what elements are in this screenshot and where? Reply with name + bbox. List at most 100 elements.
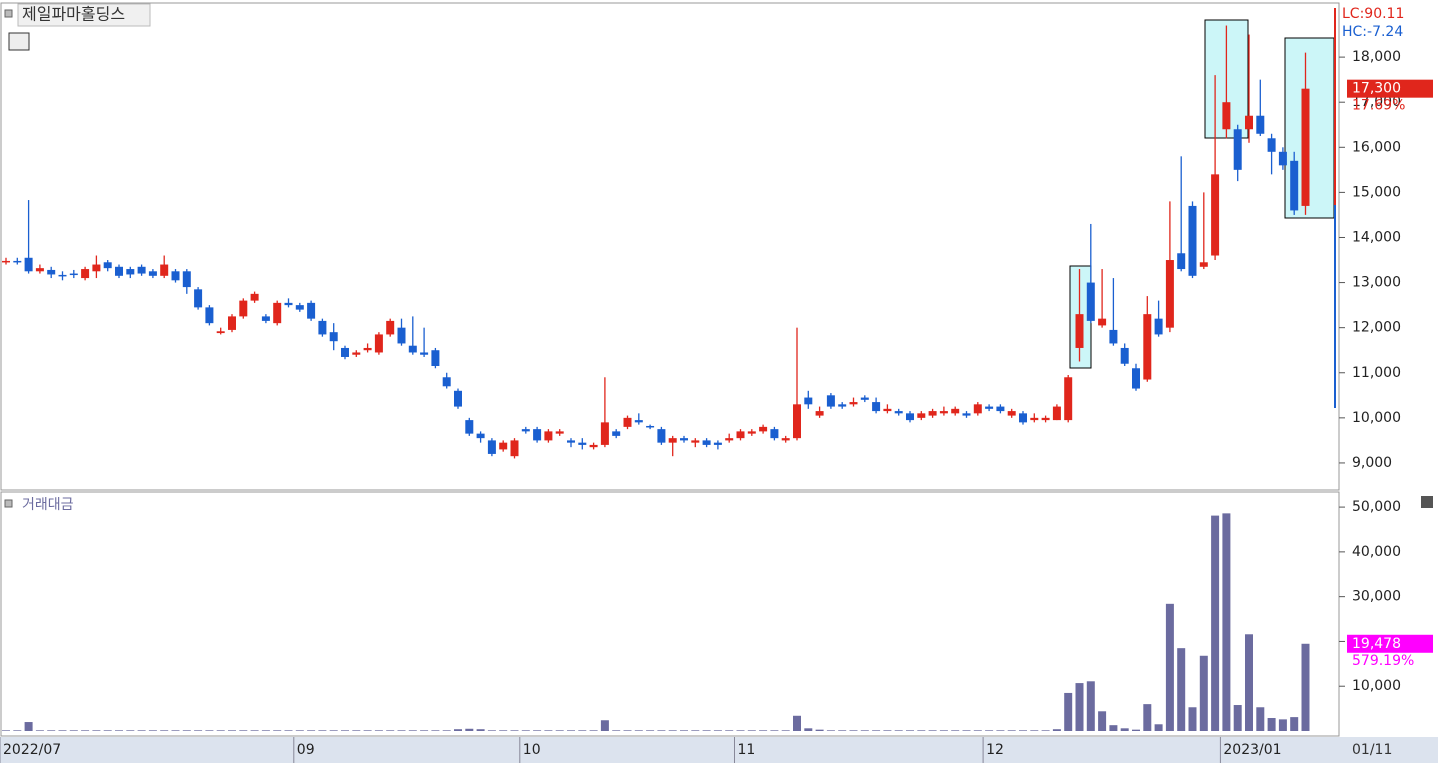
candle-body: [1301, 88, 1310, 206]
candle-body: [228, 316, 236, 330]
candle-body: [781, 438, 790, 441]
volume-bar: [103, 730, 112, 731]
volume-bar: [47, 730, 56, 731]
y-tick-label: 10,000: [1352, 678, 1401, 694]
volume-bar: [1109, 725, 1118, 731]
volume-bar: [521, 730, 530, 731]
volume-bar: [216, 730, 225, 731]
volume-bar: [1222, 513, 1231, 731]
candle-body: [329, 332, 338, 342]
candle-body: [171, 271, 180, 281]
candle-body: [69, 273, 78, 276]
candle-body: [148, 271, 157, 276]
y-tick-label: 10,000: [1352, 410, 1401, 426]
candle-body: [906, 413, 914, 421]
volume-bar: [1188, 707, 1197, 731]
volume-bar: [928, 730, 937, 731]
volume-bar: [13, 730, 22, 731]
volume-bar: [374, 730, 383, 731]
candle-body: [623, 417, 632, 427]
candle-body: [1267, 138, 1276, 152]
volume-bar: [1019, 730, 1027, 731]
price-marker: [1347, 79, 1433, 98]
candle-body: [838, 404, 847, 407]
candle-body: [702, 440, 711, 445]
panel-icon[interactable]: [4, 9, 13, 18]
volume-bar: [329, 730, 338, 731]
volume-bar: [295, 730, 304, 731]
volume-bar: [476, 729, 485, 731]
volume-bar: [1098, 711, 1107, 731]
volume-bar: [1256, 707, 1265, 731]
candle-body: [103, 262, 112, 269]
volume-title: 거래대금: [22, 497, 74, 513]
candle-body: [1075, 314, 1084, 348]
candle-body: [1086, 282, 1095, 321]
candle-body: [770, 429, 779, 439]
table-icon[interactable]: [8, 32, 30, 51]
candle-body: [261, 316, 270, 321]
volume-bar: [1120, 728, 1129, 731]
volume-bar: [148, 730, 157, 731]
volume-bar: [702, 730, 711, 731]
candle-body: [725, 438, 734, 441]
volume-bar: [1064, 692, 1073, 731]
x-tick-label: 2022/07: [3, 742, 61, 758]
candle-body: [58, 274, 67, 277]
candle-body: [1256, 115, 1265, 134]
candle-body: [612, 431, 621, 436]
volume-bar: [69, 730, 78, 731]
candle-body: [657, 429, 666, 443]
title-box: [17, 3, 151, 27]
candle-body: [352, 352, 361, 355]
candle-body: [115, 266, 123, 276]
volume-bar: [81, 730, 90, 731]
candle-body: [499, 442, 508, 450]
y-tick-label: 17,000: [1352, 94, 1401, 110]
volume-bar: [510, 730, 519, 731]
volume-bar: [1143, 704, 1152, 731]
candle-body: [137, 266, 146, 274]
candle-body: [35, 268, 44, 272]
candle-body: [374, 334, 383, 353]
volume-bar: [386, 730, 395, 731]
candle-body: [1199, 262, 1208, 267]
x-tick-label: 10: [523, 742, 541, 758]
candle-body: [431, 350, 440, 366]
marker-label: 19,478: [1352, 636, 1401, 652]
candle-body: [250, 293, 259, 301]
volume-bar: [1041, 730, 1050, 731]
candle-body: [1052, 406, 1061, 421]
candle-body: [1132, 368, 1140, 389]
candle-body: [713, 442, 722, 445]
candle-body: [521, 429, 530, 432]
candle-body: [307, 302, 316, 319]
candle-body: [239, 300, 248, 317]
volume-bar: [250, 730, 259, 731]
close-button[interactable]: [1421, 496, 1433, 508]
volume-bar: [431, 730, 440, 731]
volume-bar: [487, 730, 496, 731]
candle-body: [1245, 115, 1253, 130]
candle-body: [397, 327, 406, 344]
candle-body: [544, 431, 553, 441]
candle-body: [1030, 417, 1039, 421]
panel-icon[interactable]: [4, 499, 13, 508]
marker-change: 579.19%: [1352, 653, 1414, 669]
y-tick-label: 18,000: [1352, 49, 1401, 65]
candle-body: [1211, 174, 1220, 256]
candle-body: [578, 442, 587, 445]
volume-bar: [352, 730, 361, 731]
volume-bar: [1030, 730, 1039, 731]
volume-bar: [962, 730, 971, 731]
volume-bar: [713, 730, 722, 731]
volume-bar: [363, 730, 372, 731]
volume-bar: [815, 729, 824, 731]
volume-bar: [1154, 724, 1163, 731]
volume-bar: [1233, 705, 1242, 731]
volume-bar: [533, 730, 542, 731]
candle-body: [1120, 347, 1129, 364]
x-tick-label: 2023/01: [1223, 742, 1281, 758]
volume-bar: [589, 730, 598, 731]
volume-bar: [228, 730, 236, 731]
